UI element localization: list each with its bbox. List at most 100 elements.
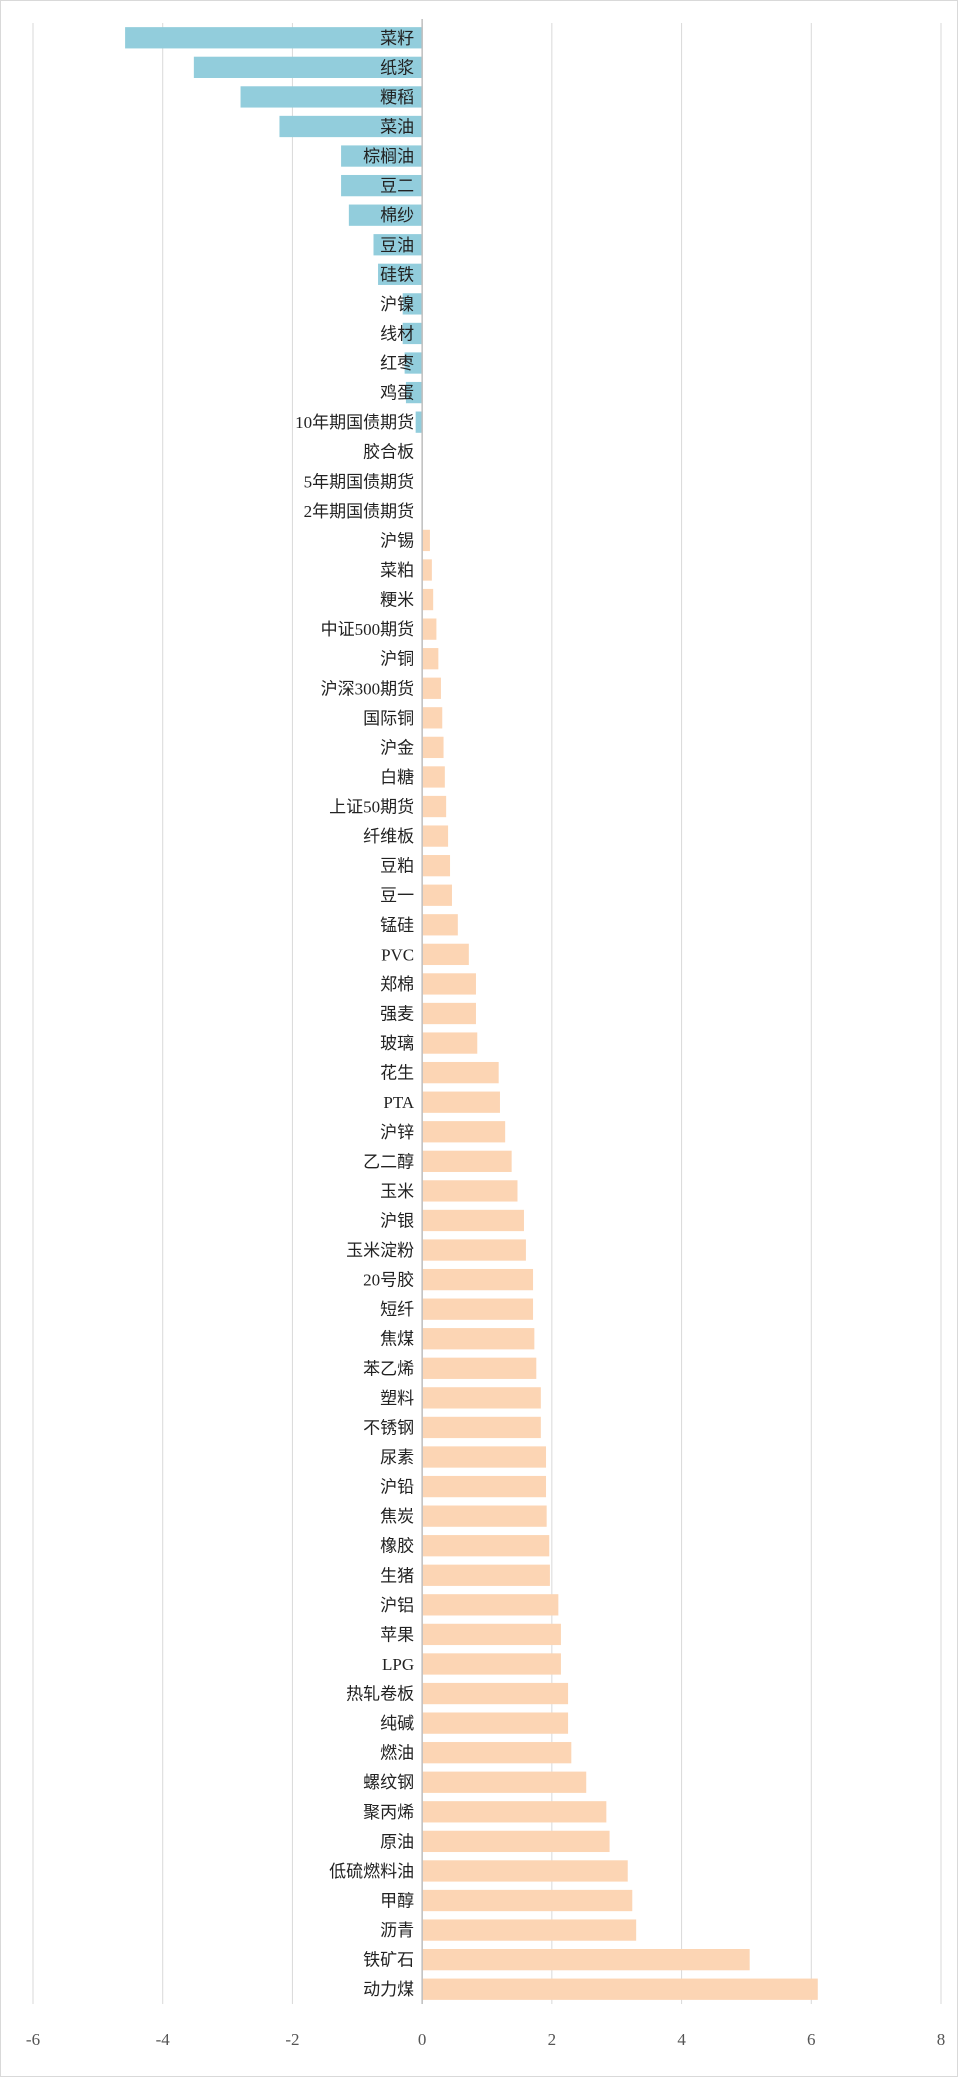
bar: [422, 1712, 569, 1734]
category-label: 沪铜: [380, 650, 414, 669]
bar: [422, 588, 434, 611]
bar: [422, 943, 469, 966]
category-label: 尿素: [380, 1448, 414, 1467]
x-tick-label: 6: [807, 2030, 816, 2049]
category-label: 棕榈油: [363, 147, 414, 166]
bar: [415, 411, 423, 433]
bar: [422, 1889, 633, 1912]
category-label: 生猪: [380, 1566, 414, 1585]
bar: [422, 1180, 518, 1202]
bar: [422, 1978, 818, 2000]
category-label: PVC: [381, 945, 414, 964]
bar: [422, 766, 445, 788]
category-label: 纸浆: [380, 58, 414, 77]
category-label: 线材: [380, 324, 414, 343]
category-label: 菜油: [380, 117, 414, 136]
category-label: 纤维板: [363, 827, 414, 846]
category-label: 玻璃: [380, 1034, 414, 1053]
category-label: 焦炭: [380, 1507, 414, 1526]
bar: [422, 559, 432, 581]
category-label: 锰硅: [380, 916, 414, 935]
bars: [125, 27, 818, 2000]
bar: [422, 648, 439, 670]
category-label: 动力煤: [363, 1980, 414, 1999]
bar: [422, 707, 443, 729]
x-tick-label: 8: [937, 2030, 946, 2049]
bar: [422, 1416, 541, 1439]
category-label: 玉米淀粉: [346, 1241, 414, 1260]
bar: [125, 27, 423, 49]
category-label: 豆油: [380, 236, 414, 255]
bar: [422, 1860, 628, 1882]
category-label: PTA: [383, 1093, 414, 1112]
category-label: 菜粕: [380, 561, 414, 580]
category-label: 棉纱: [380, 206, 414, 225]
category-label: 红枣: [380, 354, 414, 373]
bar: [279, 115, 423, 138]
category-label: 橡胶: [380, 1537, 414, 1556]
category-label: 郑棉: [380, 975, 414, 994]
category-label: 粳米: [380, 591, 414, 610]
category-label: 菜籽: [380, 29, 414, 48]
category-label: 苯乙烯: [363, 1359, 414, 1378]
category-label: 苹果: [380, 1625, 414, 1644]
category-label: 不锈钢: [363, 1418, 414, 1437]
bar: [422, 1061, 499, 1084]
category-label: LPG: [382, 1655, 414, 1674]
bar: [348, 204, 423, 226]
category-label: 豆一: [380, 886, 414, 905]
bar: [422, 1682, 569, 1705]
category-label: 低硫燃料油: [329, 1862, 414, 1881]
category-label: 上证50期货: [329, 798, 414, 817]
bar: [422, 1328, 535, 1350]
category-label: 原油: [380, 1832, 414, 1851]
category-label: 热轧卷板: [346, 1685, 414, 1704]
x-tick-label: -4: [156, 2030, 171, 2049]
category-label: 粳稻: [380, 88, 414, 107]
bar: [402, 293, 423, 315]
category-label: 5年期国债期货: [304, 472, 415, 491]
bar: [422, 1594, 559, 1616]
bar: [422, 1949, 750, 1971]
category-label: 螺纹钢: [363, 1773, 414, 1792]
category-label: 短纤: [380, 1300, 414, 1319]
bar: [405, 381, 423, 404]
category-label: 沪锡: [380, 531, 414, 550]
bar: [422, 1387, 541, 1409]
bar: [422, 1002, 476, 1025]
x-tick-label: -6: [26, 2030, 40, 2049]
gridlines: [32, 23, 942, 2004]
category-label: 沪铅: [380, 1478, 414, 1497]
bar: [402, 322, 423, 345]
bar: [422, 1298, 534, 1320]
category-label: 10年期国债期货: [295, 413, 414, 432]
category-label: 沪银: [380, 1211, 414, 1230]
x-tick-label: -2: [285, 2030, 299, 2049]
category-label: 沪锌: [380, 1123, 414, 1142]
bar: [422, 1801, 607, 1823]
category-label: 硅铁: [380, 265, 414, 284]
bar: [422, 618, 437, 640]
category-label: 沥青: [380, 1921, 414, 1940]
bar: [422, 1446, 547, 1468]
category-label: 沪铝: [380, 1596, 414, 1615]
category-label: 焦煤: [380, 1330, 414, 1349]
bar: [422, 884, 452, 906]
category-label: 沪镍: [380, 295, 414, 314]
bar: [373, 234, 423, 256]
category-label: 燃油: [380, 1744, 414, 1763]
bar: [422, 1564, 550, 1586]
bar: [422, 1475, 547, 1498]
bar: [422, 1919, 637, 1941]
bar: [422, 1032, 478, 1054]
bar: [422, 1209, 524, 1232]
category-label: 塑料: [380, 1389, 414, 1408]
bar: [422, 736, 444, 759]
bar: [378, 263, 423, 285]
bar: [422, 1091, 500, 1113]
category-label: 玉米: [380, 1182, 414, 1201]
bar: [341, 174, 423, 197]
bar: [422, 1505, 547, 1527]
